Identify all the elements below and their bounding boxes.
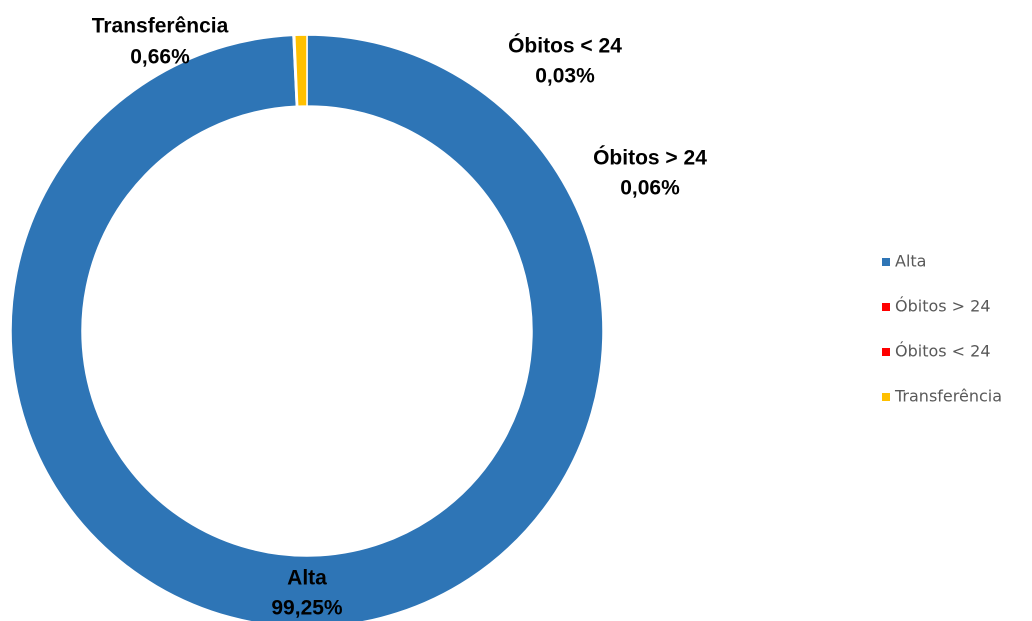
legend-swatch [882,303,890,311]
donut-slice [293,34,308,107]
legend-label: Alta [895,252,926,271]
legend-label: Óbitos < 24 [895,342,991,361]
data-label-value: 0,66% [130,46,190,69]
legend-label: Transferência [894,387,1002,406]
data-label-name: Alta [287,567,327,590]
data-label-name: Óbitos < 24 [508,34,622,58]
legend-swatch [882,258,890,266]
data-label-name: Óbitos > 24 [593,146,707,170]
legend-swatch [882,393,890,401]
donut-slice [10,34,604,621]
data-label-value: 0,03% [535,65,595,88]
data-label-name: Transferência [92,15,229,38]
data-label-value: 0,06% [620,177,680,200]
legend-swatch [882,348,890,356]
legend-label: Óbitos > 24 [895,297,991,316]
data-label-value: 99,25% [271,597,343,620]
